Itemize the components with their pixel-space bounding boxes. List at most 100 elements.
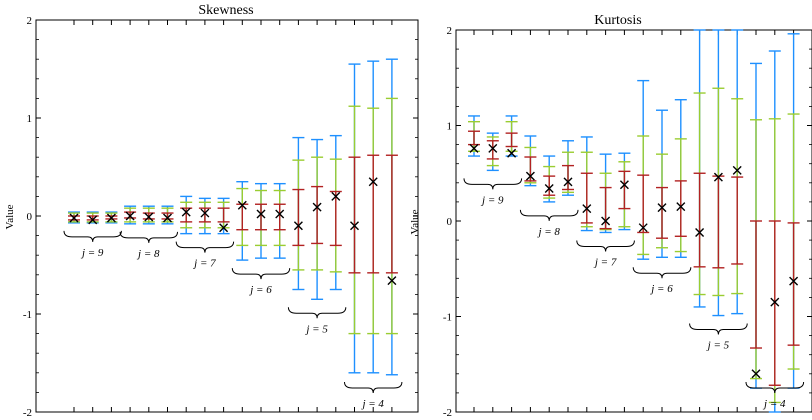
estimate-marker-stroke bbox=[619, 180, 629, 190]
estimate-marker-stroke bbox=[331, 191, 341, 201]
estimate-marker bbox=[368, 177, 378, 187]
group-brace bbox=[745, 381, 805, 394]
group-label: j = 8 bbox=[536, 226, 560, 238]
estimate-marker-stroke bbox=[770, 297, 780, 307]
estimate-marker-stroke bbox=[312, 202, 322, 212]
estimate-marker-stroke bbox=[106, 213, 116, 223]
estimate-marker bbox=[237, 200, 247, 210]
estimate-marker bbox=[469, 143, 479, 153]
group-brace bbox=[576, 240, 635, 252]
estimate-marker-stroke bbox=[237, 200, 247, 210]
y-tick-label: -2 bbox=[23, 407, 32, 419]
group-label: j = 9 bbox=[480, 194, 504, 206]
skewness-title: Skewness bbox=[198, 3, 253, 18]
estimate-marker-stroke bbox=[163, 213, 172, 223]
y-tick-label: 0 bbox=[447, 216, 453, 228]
estimate-marker bbox=[256, 209, 266, 219]
estimate-marker bbox=[200, 208, 210, 218]
group-label: j = 4 bbox=[360, 398, 384, 410]
estimate-marker bbox=[219, 223, 229, 233]
group-label: j = 7 bbox=[192, 258, 216, 270]
estimate-marker bbox=[331, 191, 341, 201]
estimate-marker-stroke bbox=[676, 202, 686, 212]
estimate-marker bbox=[350, 221, 359, 231]
estimate-marker bbox=[751, 369, 761, 379]
estimate-marker bbox=[125, 211, 135, 221]
group-label: j = 4 bbox=[762, 398, 786, 410]
y-tick-label: 2 bbox=[447, 25, 453, 37]
group-label: j = 8 bbox=[136, 248, 160, 260]
estimate-marker-stroke bbox=[350, 221, 359, 231]
estimate-marker-stroke bbox=[469, 143, 479, 153]
estimate-marker bbox=[525, 171, 535, 181]
estimate-marker-stroke bbox=[387, 276, 397, 286]
group-label: j = 6 bbox=[649, 283, 673, 295]
estimate-marker bbox=[601, 216, 611, 226]
group-brace bbox=[287, 307, 347, 319]
y-tick-label: 1 bbox=[447, 121, 453, 133]
group-label: j = 5 bbox=[304, 323, 328, 335]
group-brace bbox=[344, 381, 403, 394]
estimate-marker bbox=[544, 184, 554, 194]
estimate-marker-stroke bbox=[695, 227, 705, 237]
estimate-marker-stroke bbox=[181, 207, 191, 217]
estimate-marker bbox=[676, 202, 686, 212]
estimate-marker-stroke bbox=[144, 212, 154, 222]
estimate-marker bbox=[713, 172, 723, 182]
estimate-marker bbox=[695, 227, 705, 237]
estimate-marker-stroke bbox=[368, 177, 378, 187]
group-brace bbox=[231, 268, 291, 280]
estimate-marker bbox=[638, 223, 648, 233]
estimate-marker-stroke bbox=[200, 208, 210, 218]
group-label: j = 5 bbox=[706, 340, 730, 352]
group-label: j = 9 bbox=[80, 247, 104, 259]
estimate-marker-stroke bbox=[69, 213, 79, 223]
estimate-marker-stroke bbox=[657, 203, 667, 213]
estimate-marker-stroke bbox=[507, 148, 517, 158]
estimate-marker bbox=[619, 180, 629, 190]
estimate-marker-stroke bbox=[638, 223, 648, 233]
group-brace bbox=[463, 178, 523, 190]
estimate-marker-stroke bbox=[219, 223, 229, 233]
group-label: j = 7 bbox=[593, 256, 617, 268]
estimate-marker bbox=[563, 177, 573, 187]
skewness-y-axis-label: Value bbox=[4, 204, 16, 229]
estimate-marker-stroke bbox=[713, 172, 723, 182]
estimate-marker bbox=[106, 213, 116, 223]
group-brace bbox=[689, 323, 748, 335]
estimate-marker bbox=[732, 165, 742, 175]
group-brace bbox=[175, 241, 235, 253]
estimate-marker bbox=[507, 148, 517, 158]
group-brace bbox=[632, 267, 692, 279]
estimate-marker-stroke bbox=[256, 209, 266, 219]
estimate-marker bbox=[275, 209, 285, 219]
skewness-panel: Skewness Value -2 -1 0 1 2 j = 9 j = 8 j = 7 j =… bbox=[4, 3, 419, 419]
y-tick-label: -2 bbox=[443, 407, 452, 419]
estimate-marker-stroke bbox=[563, 177, 573, 187]
estimate-marker bbox=[789, 276, 799, 286]
kurtosis-panel: Kurtosis Value -2 -1 0 1 2 j = 9 j = 8 j = 7 j =… bbox=[409, 13, 812, 419]
estimate-marker bbox=[69, 213, 79, 223]
group-label: j = 6 bbox=[248, 284, 272, 296]
y-tick-label: 2 bbox=[27, 15, 33, 27]
estimate-marker-stroke bbox=[488, 143, 498, 153]
estimate-marker-stroke bbox=[125, 211, 135, 221]
kurtosis-title: Kurtosis bbox=[594, 13, 641, 28]
kurtosis-y-axis-label: Value bbox=[409, 209, 421, 234]
estimate-marker-stroke bbox=[582, 204, 592, 214]
estimate-marker-stroke bbox=[293, 221, 303, 231]
estimate-marker-stroke bbox=[525, 171, 535, 181]
estimate-marker bbox=[144, 212, 154, 222]
estimate-marker-stroke bbox=[789, 276, 799, 286]
estimate-marker bbox=[88, 215, 98, 225]
estimate-marker-stroke bbox=[88, 215, 98, 225]
estimate-marker bbox=[488, 143, 498, 153]
estimate-marker bbox=[293, 221, 303, 231]
estimate-marker-stroke bbox=[751, 369, 761, 379]
estimate-marker-stroke bbox=[601, 216, 611, 226]
y-tick-label: 0 bbox=[27, 211, 33, 223]
y-tick-label: -1 bbox=[23, 309, 32, 321]
estimate-marker-stroke bbox=[275, 209, 285, 219]
y-tick-label: -1 bbox=[443, 312, 452, 324]
